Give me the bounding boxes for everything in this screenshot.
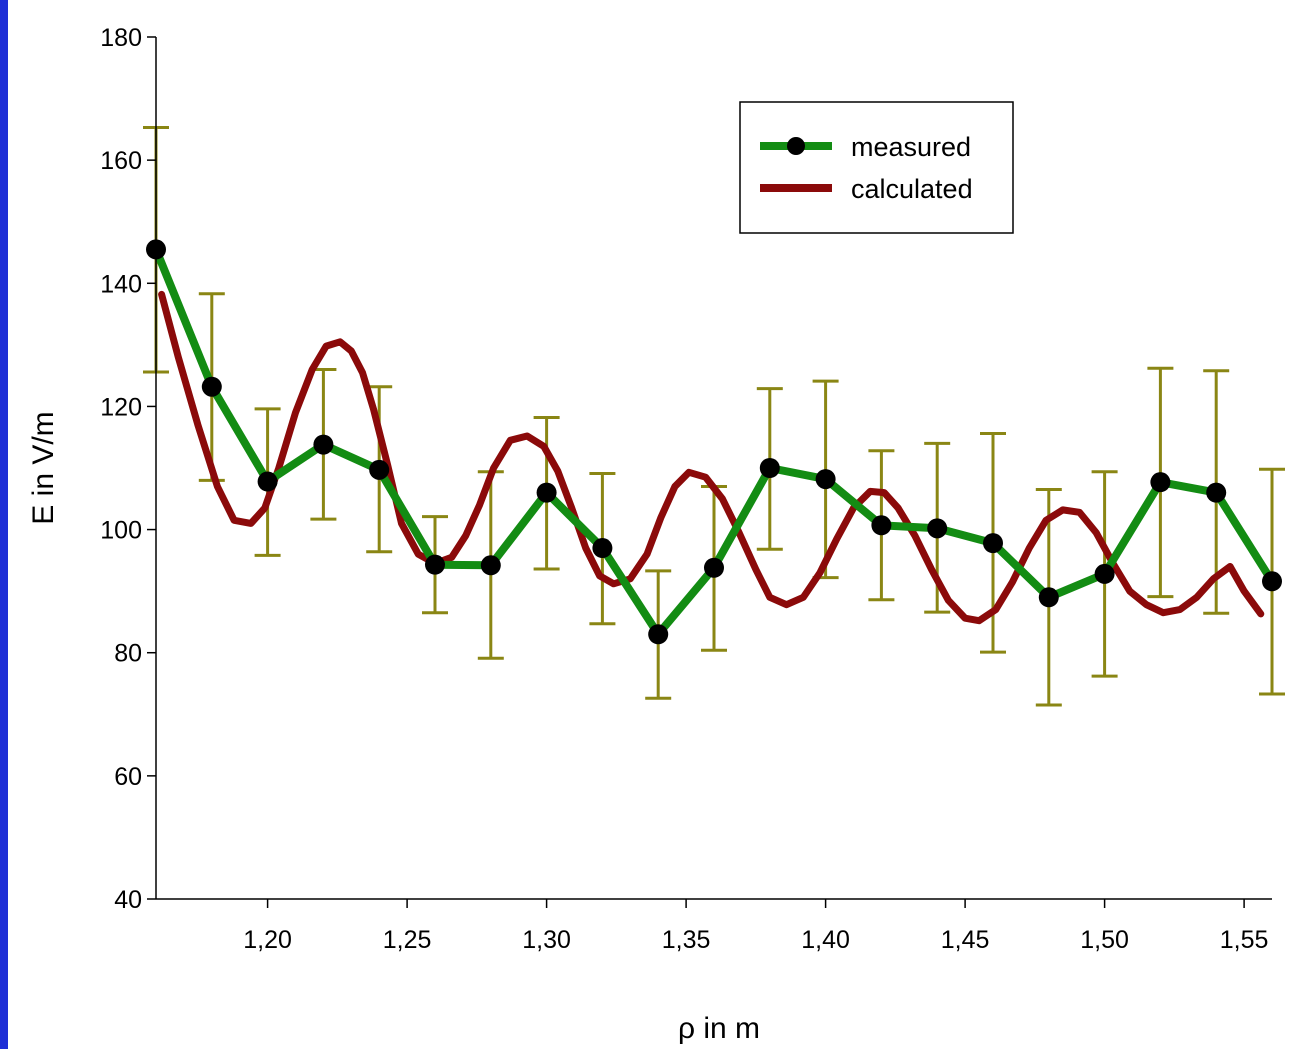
x-axis-title: ρ in m xyxy=(678,1012,760,1045)
y-tick-label: 80 xyxy=(114,640,142,668)
measured-point xyxy=(927,518,948,539)
y-tick-label: 40 xyxy=(114,886,142,914)
chart-panel: 40 60 80 100 120 140 160 180 1,20 1,25 1,30 1,35 1,4… xyxy=(8,0,1306,1049)
measured-point xyxy=(815,469,836,490)
measured-point xyxy=(1094,563,1115,584)
x-tick-label: 1,35 xyxy=(662,926,711,954)
legend-box xyxy=(739,101,1014,234)
y-tick-label: 100 xyxy=(100,517,142,545)
measured-point xyxy=(1206,482,1227,503)
measured-point xyxy=(983,533,1003,554)
legend: measured calculated xyxy=(739,101,1014,234)
x-tick-label: 1,40 xyxy=(801,926,850,954)
legend-calculated-label: calculated xyxy=(851,174,973,204)
y-tick-label: 180 xyxy=(100,24,142,52)
measured-point xyxy=(369,459,390,480)
x-tick-label: 1,25 xyxy=(383,926,432,954)
y-tick-label: 60 xyxy=(114,763,142,791)
y-tick-label: 120 xyxy=(100,393,142,421)
legend-measured-marker xyxy=(787,137,805,155)
x-tick-label: 1,30 xyxy=(522,926,571,954)
ticks: 40 60 80 100 120 140 160 180 1,20 1,25 1,30 1,35 1,4… xyxy=(100,24,1268,954)
measured-point xyxy=(313,434,334,455)
measured-point xyxy=(592,538,613,559)
y-axis-title: E in V/m xyxy=(27,411,60,524)
measured-point xyxy=(1038,587,1059,608)
measured-point xyxy=(759,458,780,478)
measured-point xyxy=(871,515,892,536)
y-tick-label: 160 xyxy=(100,147,142,175)
measured-markers xyxy=(146,239,1282,645)
measured-point xyxy=(425,554,445,575)
measured-point xyxy=(201,376,222,397)
measured-point xyxy=(480,555,501,576)
error-bars xyxy=(143,126,1285,707)
legend-measured-label: measured xyxy=(851,132,971,162)
measured-point xyxy=(1262,571,1282,592)
axes xyxy=(155,37,1272,900)
x-tick-label: 1,55 xyxy=(1220,926,1269,954)
measured-point xyxy=(648,624,669,645)
line-chart: 40 60 80 100 120 140 160 180 1,20 1,25 1,30 1,35 1,4… xyxy=(27,24,1285,1045)
measured-point xyxy=(257,471,278,492)
x-tick-label: 1,50 xyxy=(1080,926,1129,954)
x-tick-label: 1,20 xyxy=(243,926,292,954)
measured-point xyxy=(704,557,724,578)
measured-point xyxy=(536,482,557,503)
y-tick-label: 140 xyxy=(100,270,142,298)
measured-point xyxy=(1150,472,1171,493)
x-tick-label: 1,45 xyxy=(941,926,990,954)
calculated-line xyxy=(158,290,1265,625)
